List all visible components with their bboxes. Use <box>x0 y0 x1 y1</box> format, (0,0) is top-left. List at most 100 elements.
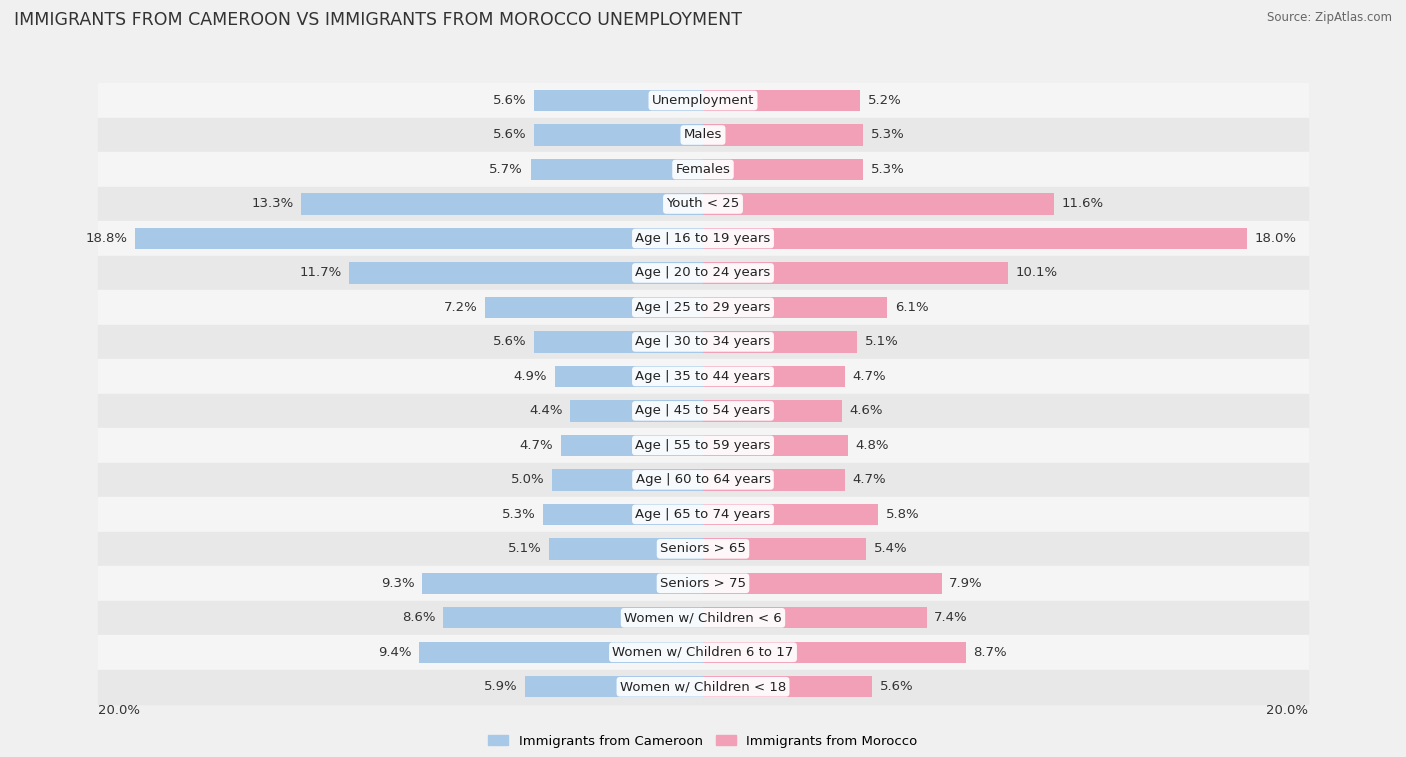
Text: Women w/ Children < 6: Women w/ Children < 6 <box>624 612 782 625</box>
Bar <box>485 297 703 318</box>
Text: 5.8%: 5.8% <box>886 508 920 521</box>
Text: 4.6%: 4.6% <box>849 404 883 417</box>
Text: 5.6%: 5.6% <box>880 681 914 693</box>
Bar <box>551 469 703 491</box>
Text: 5.1%: 5.1% <box>508 542 541 556</box>
Text: 8.6%: 8.6% <box>402 612 436 625</box>
Bar <box>98 463 1308 497</box>
Bar <box>98 566 1308 600</box>
Text: 4.4%: 4.4% <box>529 404 562 417</box>
Text: Age | 55 to 59 years: Age | 55 to 59 years <box>636 439 770 452</box>
Text: Age | 65 to 74 years: Age | 65 to 74 years <box>636 508 770 521</box>
Bar <box>703 607 927 628</box>
Text: 6.1%: 6.1% <box>896 301 928 314</box>
Text: 5.3%: 5.3% <box>870 129 904 142</box>
Bar <box>349 262 703 284</box>
Text: Males: Males <box>683 129 723 142</box>
Bar <box>703 366 845 387</box>
Bar <box>703 642 966 663</box>
Text: 11.6%: 11.6% <box>1062 198 1104 210</box>
Text: 5.6%: 5.6% <box>492 335 526 348</box>
Text: 5.4%: 5.4% <box>873 542 907 556</box>
Text: 18.0%: 18.0% <box>1254 232 1296 245</box>
Text: 4.7%: 4.7% <box>520 439 554 452</box>
Text: Source: ZipAtlas.com: Source: ZipAtlas.com <box>1267 11 1392 24</box>
Text: IMMIGRANTS FROM CAMEROON VS IMMIGRANTS FROM MOROCCO UNEMPLOYMENT: IMMIGRANTS FROM CAMEROON VS IMMIGRANTS F… <box>14 11 742 30</box>
Bar <box>98 531 1308 566</box>
Bar <box>98 83 1308 118</box>
Bar <box>98 152 1308 187</box>
Bar <box>98 290 1308 325</box>
Bar <box>703 572 942 594</box>
Bar <box>703 332 858 353</box>
Text: 5.6%: 5.6% <box>492 129 526 142</box>
Text: 5.2%: 5.2% <box>868 94 901 107</box>
Text: Females: Females <box>675 163 731 176</box>
Text: 4.9%: 4.9% <box>513 370 547 383</box>
Bar <box>703 297 887 318</box>
Bar <box>561 435 703 456</box>
Text: 5.3%: 5.3% <box>502 508 536 521</box>
Bar <box>422 572 703 594</box>
Bar <box>534 332 703 353</box>
Text: Age | 16 to 19 years: Age | 16 to 19 years <box>636 232 770 245</box>
Bar <box>703 503 879 525</box>
Text: Age | 45 to 54 years: Age | 45 to 54 years <box>636 404 770 417</box>
Text: Age | 20 to 24 years: Age | 20 to 24 years <box>636 266 770 279</box>
Bar <box>555 366 703 387</box>
Bar <box>524 676 703 697</box>
Text: 20.0%: 20.0% <box>1265 704 1308 717</box>
Bar <box>703 193 1053 215</box>
Bar <box>703 124 863 145</box>
Text: 5.3%: 5.3% <box>870 163 904 176</box>
Text: 4.7%: 4.7% <box>852 370 886 383</box>
Text: 13.3%: 13.3% <box>252 198 294 210</box>
Text: Seniors > 75: Seniors > 75 <box>659 577 747 590</box>
Bar <box>543 503 703 525</box>
Bar <box>703 676 872 697</box>
Text: 7.9%: 7.9% <box>949 577 983 590</box>
Bar <box>135 228 703 249</box>
Text: Youth < 25: Youth < 25 <box>666 198 740 210</box>
Text: Women w/ Children < 18: Women w/ Children < 18 <box>620 681 786 693</box>
Text: 5.6%: 5.6% <box>492 94 526 107</box>
Bar <box>703 400 842 422</box>
Bar <box>98 394 1308 428</box>
Text: 5.9%: 5.9% <box>484 681 517 693</box>
Text: 10.1%: 10.1% <box>1017 266 1057 279</box>
Bar <box>703 90 860 111</box>
Text: 9.3%: 9.3% <box>381 577 415 590</box>
Bar <box>98 187 1308 221</box>
Text: 4.7%: 4.7% <box>852 473 886 486</box>
Bar <box>703 469 845 491</box>
Bar <box>703 262 1008 284</box>
Bar <box>98 256 1308 290</box>
Bar <box>98 325 1308 359</box>
Bar <box>443 607 703 628</box>
Bar <box>534 90 703 111</box>
Bar <box>98 635 1308 669</box>
Bar <box>98 118 1308 152</box>
Text: 5.0%: 5.0% <box>510 473 544 486</box>
Bar <box>534 124 703 145</box>
Text: 18.8%: 18.8% <box>86 232 127 245</box>
Bar <box>703 538 866 559</box>
Text: 20.0%: 20.0% <box>98 704 141 717</box>
Text: Age | 60 to 64 years: Age | 60 to 64 years <box>636 473 770 486</box>
Text: Age | 25 to 29 years: Age | 25 to 29 years <box>636 301 770 314</box>
Text: Age | 30 to 34 years: Age | 30 to 34 years <box>636 335 770 348</box>
Bar <box>98 600 1308 635</box>
Text: Age | 35 to 44 years: Age | 35 to 44 years <box>636 370 770 383</box>
Text: 11.7%: 11.7% <box>299 266 342 279</box>
Text: Women w/ Children 6 to 17: Women w/ Children 6 to 17 <box>613 646 793 659</box>
Text: 8.7%: 8.7% <box>973 646 1007 659</box>
Bar <box>548 538 703 559</box>
Bar <box>530 159 703 180</box>
Bar <box>703 159 863 180</box>
Bar <box>301 193 703 215</box>
Bar <box>98 221 1308 256</box>
Bar <box>98 669 1308 704</box>
Bar <box>98 497 1308 531</box>
Text: 4.8%: 4.8% <box>856 439 889 452</box>
Bar <box>569 400 703 422</box>
